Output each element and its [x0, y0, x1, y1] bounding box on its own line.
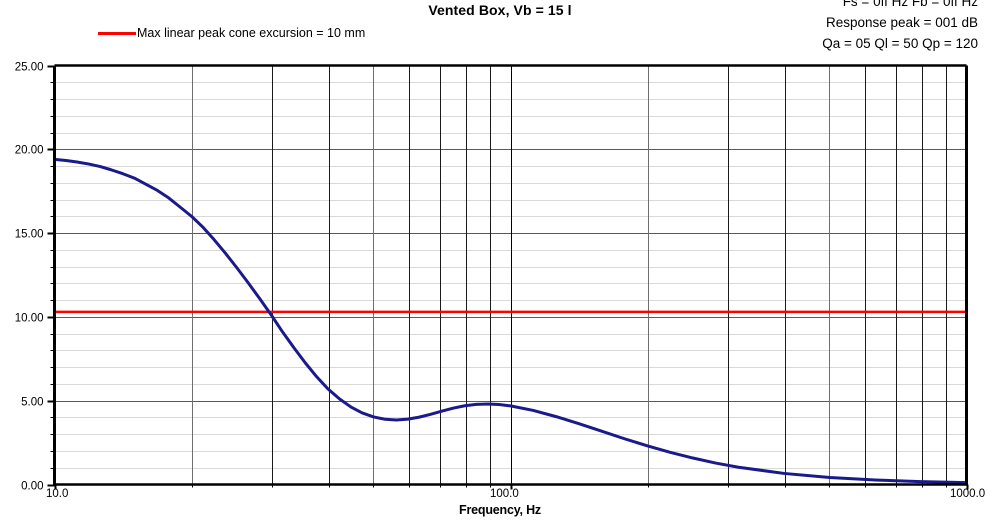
x-axis-title: Frequency, Hz	[459, 503, 541, 517]
y-axis-tick-labels: 0.00 5.00 10.00 15.00 20.00 25.00	[15, 62, 44, 493]
legend-swatch-icon	[98, 31, 136, 35]
y-tick-label: 25.00	[15, 62, 44, 74]
y-axis-ticks	[47, 65, 55, 487]
info-line-fs-fb: Fs = 0ff Hz Fb = 0ff Hz	[842, 0, 978, 9]
x-tick-label-10: 10.0	[46, 488, 69, 500]
y-tick-label: 15.00	[15, 229, 44, 241]
legend-label-excursion-limit: Max linear peak cone excursion = 10 mm	[137, 26, 366, 40]
info-line-response-peak: Response peak = 001 dB	[826, 15, 978, 30]
y-tick-label: 0.00	[21, 481, 43, 493]
y-tick-label: 20.00	[15, 145, 44, 157]
x-tick-label-1000: 1000.0	[950, 488, 986, 500]
legend: Max linear peak cone excursion = 10 mm	[98, 25, 365, 41]
x-tick-label-100: 100.0	[490, 488, 519, 500]
parameter-info-block: Fs = 0ff Hz Fb = 0ff Hz Response peak = …	[548, 0, 978, 54]
page-title: Vented Box, Vb = 15 l	[428, 2, 572, 18]
major-gridlines	[54, 65, 967, 485]
info-line-q-factors: Qa = 05 Ql = 50 Qp = 120	[822, 36, 978, 51]
y-tick-label: 5.00	[21, 397, 43, 409]
x-axis-ticks	[54, 484, 969, 490]
minor-gridlines	[54, 82, 967, 469]
y-tick-label: 10.00	[15, 313, 44, 325]
data-series-group	[53, 157, 968, 485]
